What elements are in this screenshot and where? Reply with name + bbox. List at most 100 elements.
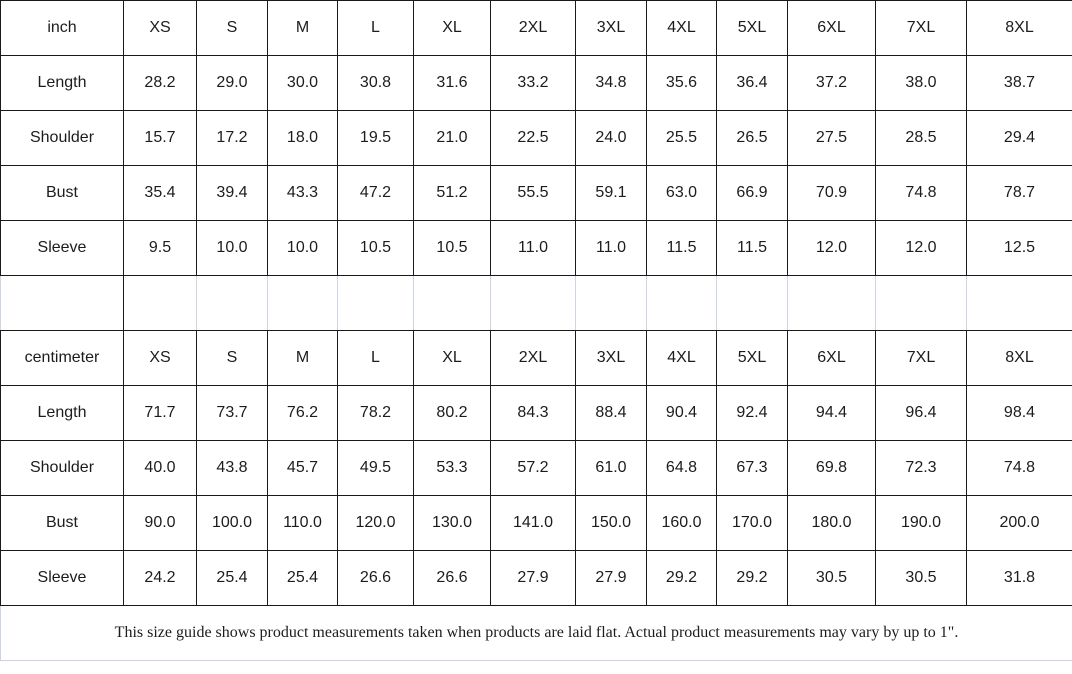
size-cell: 11.0 — [575, 220, 647, 276]
size-cell: 29.2 — [646, 550, 717, 606]
size-cell: 84.3 — [490, 385, 576, 441]
size-cell: 11.0 — [490, 220, 576, 276]
size-col-header: XS — [123, 330, 197, 386]
size-cell: 61.0 — [575, 440, 647, 496]
table-row: Sleeve 9.5 10.0 10.0 10.5 10.5 11.0 11.0 11.5 11.… — [0, 220, 1072, 276]
spacer-cell — [966, 275, 1072, 331]
table-row: Bust 35.4 39.4 43.3 47.2 51.2 55.5 59.1 63.0 66.9… — [0, 165, 1072, 221]
row-label: Sleeve — [0, 550, 124, 606]
size-cell: 110.0 — [267, 495, 338, 551]
row-label: Shoulder — [0, 440, 124, 496]
row-label: Bust — [0, 165, 124, 221]
table-row: Length 28.2 29.0 30.0 30.8 31.6 33.2 34.8 35.6 36… — [0, 55, 1072, 111]
size-cell: 170.0 — [716, 495, 788, 551]
size-cell: 76.2 — [267, 385, 338, 441]
size-cell: 53.3 — [413, 440, 491, 496]
size-cell: 43.8 — [196, 440, 268, 496]
size-cell: 38.0 — [875, 55, 967, 111]
spacer-cell — [196, 275, 268, 331]
size-col-header: 7XL — [875, 0, 967, 56]
header-row: centimeter XS S M L XL 2XL 3XL 4XL 5XL 6XL 7XL 8XL — [0, 330, 1072, 386]
size-cell: 43.3 — [267, 165, 338, 221]
size-cell: 11.5 — [646, 220, 717, 276]
spacer-cell — [716, 275, 788, 331]
size-cell: 24.2 — [123, 550, 197, 606]
row-label: Shoulder — [0, 110, 124, 166]
size-col-header: 4XL — [646, 330, 717, 386]
size-cell: 30.5 — [875, 550, 967, 606]
spacer-row-inner — [0, 275, 1072, 331]
size-cell: 160.0 — [646, 495, 717, 551]
size-cell: 35.6 — [646, 55, 717, 111]
size-cell: 25.4 — [196, 550, 268, 606]
row-label: Bust — [0, 495, 124, 551]
spacer-cell — [875, 275, 967, 331]
size-cell: 12.5 — [966, 220, 1072, 276]
size-col-header: L — [337, 330, 414, 386]
table-row: Shoulder 15.7 17.2 18.0 19.5 21.0 22.5 24.0 25.5… — [0, 110, 1072, 166]
size-cell: 90.0 — [123, 495, 197, 551]
row-label: Length — [0, 55, 124, 111]
size-cell: 12.0 — [875, 220, 967, 276]
size-cell: 31.6 — [413, 55, 491, 111]
size-cell: 21.0 — [413, 110, 491, 166]
size-cell: 66.9 — [716, 165, 788, 221]
size-col-header: 5XL — [716, 0, 788, 56]
size-cell: 74.8 — [875, 165, 967, 221]
size-cell: 34.8 — [575, 55, 647, 111]
size-col-header: M — [267, 0, 338, 56]
spacer-cell — [787, 275, 876, 331]
size-cell: 190.0 — [875, 495, 967, 551]
size-cell: 26.6 — [413, 550, 491, 606]
size-col-header: 2XL — [490, 330, 576, 386]
size-col-header: S — [196, 330, 268, 386]
inch-section: inch XS S M L XL 2XL 3XL 4XL 5XL 6XL 7XL 8XL Length 28… — [0, 0, 1072, 276]
size-cell: 55.5 — [490, 165, 576, 221]
spacer-cell — [413, 275, 491, 331]
size-col-header: 3XL — [575, 330, 647, 386]
size-cell: 64.8 — [646, 440, 717, 496]
unit-label: inch — [0, 0, 124, 56]
size-cell: 29.4 — [966, 110, 1072, 166]
size-cell: 17.2 — [196, 110, 268, 166]
size-cell: 71.7 — [123, 385, 197, 441]
size-cell: 35.4 — [123, 165, 197, 221]
size-cell: 29.2 — [716, 550, 788, 606]
size-cell: 47.2 — [337, 165, 414, 221]
spacer-cell — [123, 275, 197, 331]
size-cell: 78.2 — [337, 385, 414, 441]
size-cell: 120.0 — [337, 495, 414, 551]
size-cell: 67.3 — [716, 440, 788, 496]
size-cell: 74.8 — [966, 440, 1072, 496]
size-cell: 27.9 — [575, 550, 647, 606]
size-cell: 100.0 — [196, 495, 268, 551]
spacer-cell — [0, 275, 124, 331]
row-label: Length — [0, 385, 124, 441]
size-cell: 30.0 — [267, 55, 338, 111]
size-cell: 37.2 — [787, 55, 876, 111]
size-cell: 39.4 — [196, 165, 268, 221]
size-cell: 30.5 — [787, 550, 876, 606]
size-cell: 38.7 — [966, 55, 1072, 111]
size-cell: 130.0 — [413, 495, 491, 551]
size-cell: 70.9 — [787, 165, 876, 221]
size-cell: 25.4 — [267, 550, 338, 606]
size-col-header: XL — [413, 330, 491, 386]
size-cell: 59.1 — [575, 165, 647, 221]
table-row: Length 71.7 73.7 76.2 78.2 80.2 84.3 88.4 90.4 92… — [0, 385, 1072, 441]
size-cell: 28.5 — [875, 110, 967, 166]
row-label: Sleeve — [0, 220, 124, 276]
size-cell: 31.8 — [966, 550, 1072, 606]
size-cell: 22.5 — [490, 110, 576, 166]
size-cell: 18.0 — [267, 110, 338, 166]
size-col-header: S — [196, 0, 268, 56]
size-cell: 26.6 — [337, 550, 414, 606]
table-row: Shoulder 40.0 43.8 45.7 49.5 53.3 57.2 61.0 64.8… — [0, 440, 1072, 496]
size-col-header: L — [337, 0, 414, 56]
size-cell: 49.5 — [337, 440, 414, 496]
size-cell: 10.0 — [267, 220, 338, 276]
spacer-cell — [575, 275, 647, 331]
size-cell: 63.0 — [646, 165, 717, 221]
size-cell: 27.9 — [490, 550, 576, 606]
